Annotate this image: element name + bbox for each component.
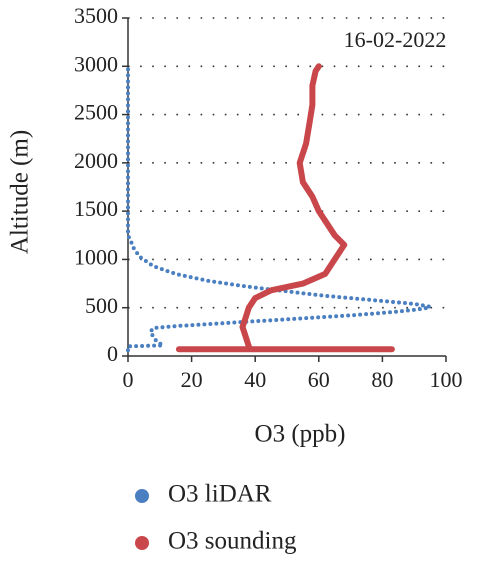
x-tick-label: 0 [123, 367, 134, 392]
y-tick-label: 1500 [74, 196, 118, 221]
x-tick-label: 100 [430, 367, 463, 392]
y-tick-label: 3000 [74, 51, 118, 76]
x-tick-label: 20 [181, 367, 203, 392]
y-tick-label: 0 [107, 341, 118, 366]
y-tick-label: 500 [85, 293, 118, 318]
legend-label: O3 sounding [168, 528, 297, 555]
x-tick-label: 40 [244, 367, 266, 392]
y-tick-label: 2000 [74, 148, 118, 173]
legend-marker [135, 536, 149, 550]
series-points [126, 64, 433, 353]
x-axis-label: O3 (ppb) [255, 421, 346, 448]
series-points [175, 63, 395, 353]
y-tick-label: 3500 [74, 3, 118, 28]
x-tick-label: 60 [308, 367, 330, 392]
y-tick-label: 1000 [74, 244, 118, 269]
legend-label: O3 liDAR [168, 481, 272, 508]
x-tick-label: 80 [371, 367, 393, 392]
y-tick-label: 2500 [74, 100, 118, 125]
legend-marker [135, 489, 149, 503]
annotation: 16-02-2022 [344, 27, 447, 52]
y-axis-label: Altitude (m) [7, 130, 34, 254]
